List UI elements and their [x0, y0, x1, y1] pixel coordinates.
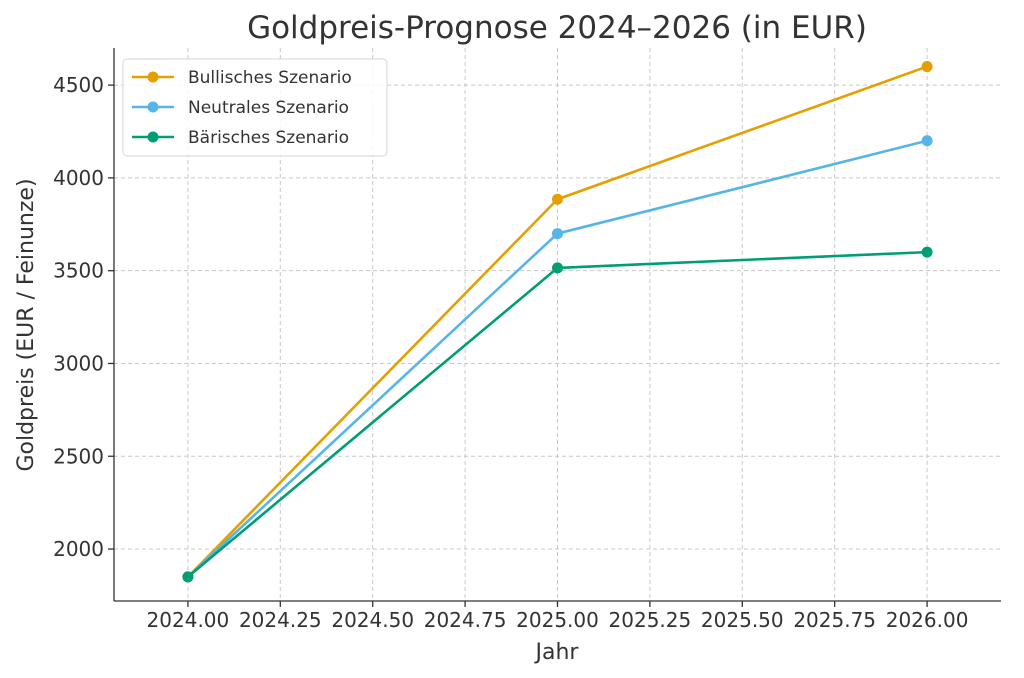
legend: Bullisches Szenario Neutrales Szenario Bär… — [122, 58, 388, 157]
y-tick-label: 4500 — [53, 73, 104, 97]
x-tick-label: 2025.75 — [793, 608, 876, 632]
data-point-b-risches-szenario — [182, 571, 194, 583]
legend-label: Bärisches Szenario — [188, 128, 349, 148]
x-tick-label: 2025.00 — [516, 608, 599, 632]
series-layer — [182, 61, 933, 583]
x-tick-label: 2024.50 — [331, 608, 414, 632]
x-tick-label: 2024.75 — [424, 608, 507, 632]
legend-label: Neutrales Szenario — [188, 98, 349, 118]
data-point-bullisches-szenario — [921, 61, 933, 73]
x-tick-label: 2025.25 — [609, 608, 692, 632]
x-tick-label: 2024.00 — [147, 608, 230, 632]
legend-marker — [147, 71, 159, 83]
ticks: 2024.00 2024.25 2024.50 2024.75 2025.00 2025.… — [53, 73, 968, 632]
data-point-b-risches-szenario — [552, 262, 563, 274]
y-tick-label: 3500 — [53, 259, 104, 283]
y-tick-label: 3000 — [53, 351, 104, 375]
legend-box — [122, 58, 388, 157]
data-point-b-risches-szenario — [921, 246, 933, 258]
data-point-neutrales-szenario — [921, 135, 933, 147]
data-point-bullisches-szenario — [552, 193, 563, 205]
y-tick-label: 2500 — [53, 444, 104, 468]
y-tick-label: 4000 — [53, 166, 104, 190]
legend-label: Bullisches Szenario — [188, 68, 352, 88]
legend-marker — [147, 131, 159, 143]
data-point-neutrales-szenario — [552, 228, 563, 240]
x-tick-label: 2024.25 — [239, 608, 322, 632]
y-tick-label: 2000 — [53, 537, 104, 561]
x-tick-label: 2026.00 — [886, 608, 969, 632]
y-axis-label: Goldpreis (EUR / Feinunze) — [14, 178, 39, 471]
chart-title: Goldpreis-Prognose 2024–2026 (in EUR) — [247, 10, 867, 46]
legend-marker — [147, 101, 159, 113]
x-tick-label: 2025.50 — [701, 608, 784, 632]
x-axis-label: Jahr — [534, 640, 580, 665]
